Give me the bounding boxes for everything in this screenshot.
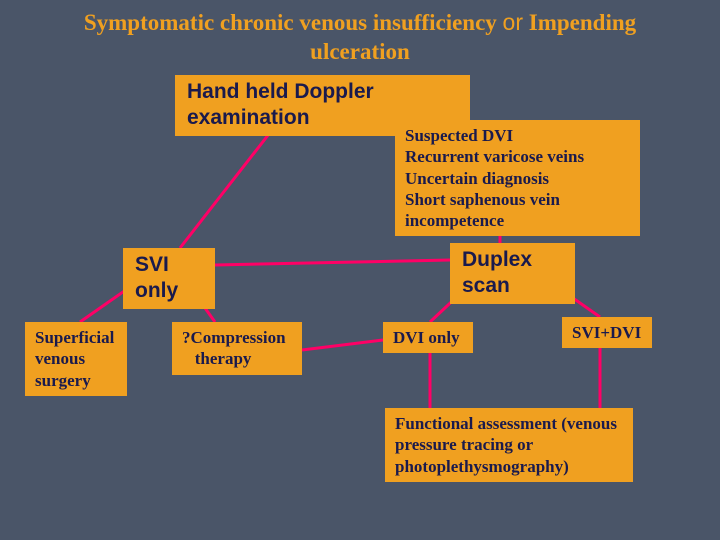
node-functional-assessment: Functional assessment (venous pressure t… <box>385 408 633 482</box>
diagram-title: Symptomatic chronic venous insufficiency… <box>0 8 720 67</box>
node-svi-only: SVI only <box>123 248 215 309</box>
connector-line <box>302 340 383 350</box>
title-part-1: Symptomatic chronic venous insufficiency <box>84 10 497 35</box>
node-superficial-surgery: Superficial venous surgery <box>25 322 127 396</box>
node-compression-therapy: ?Compression therapy <box>172 322 302 375</box>
title-or: or <box>503 9 523 35</box>
node-dvi-only: DVI only <box>383 322 473 353</box>
connector-line <box>215 260 450 265</box>
node-duplex-scan: Duplex scan <box>450 243 575 304</box>
node-suspected: Suspected DVIRecurrent varicose veinsUnc… <box>395 120 640 236</box>
flowchart-canvas: Symptomatic chronic venous insufficiency… <box>0 0 720 540</box>
node-svi-plus-dvi: SVI+DVI <box>562 317 652 348</box>
